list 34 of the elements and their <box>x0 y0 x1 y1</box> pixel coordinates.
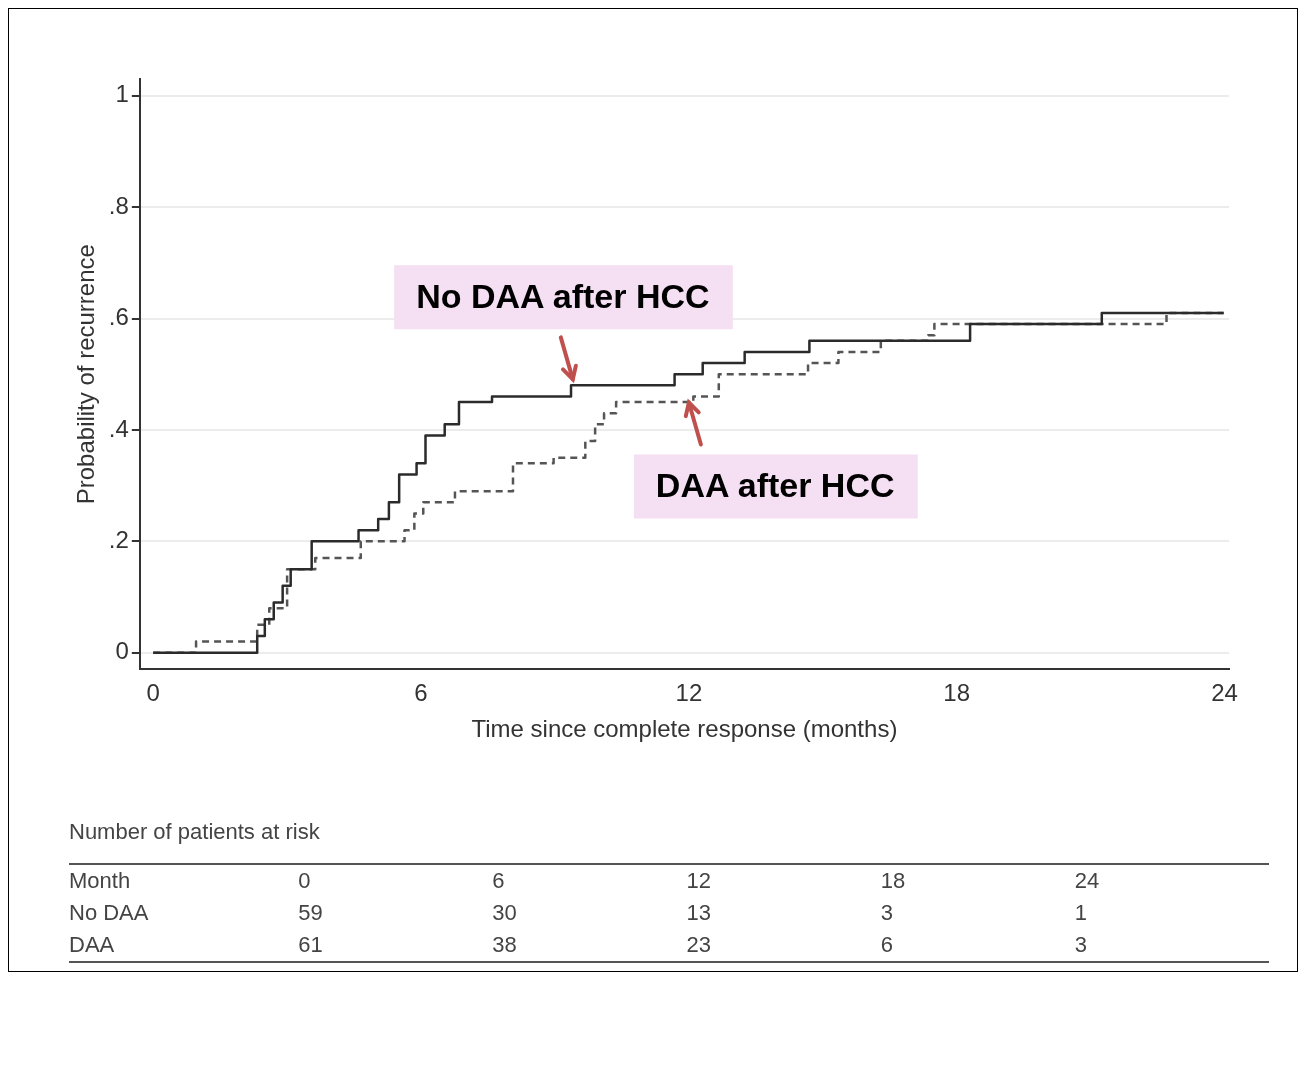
text: 3 <box>1074 931 1089 959</box>
y-tick-label: .4 <box>108 414 129 442</box>
x-tick-label: 24 <box>1211 679 1238 707</box>
text: 24 <box>1074 867 1101 895</box>
text: Month <box>69 867 132 895</box>
text: 3 <box>880 899 894 927</box>
text: 38 <box>492 931 518 959</box>
x-axis-title: Time since complete response (months) <box>471 715 898 743</box>
text: DAA <box>69 931 116 959</box>
annotation: No DAA after HCC <box>416 276 710 315</box>
x-tick-label: 12 <box>675 679 703 707</box>
y-tick-label: 1 <box>115 80 129 108</box>
text: 6 <box>880 931 894 959</box>
text: 0 <box>298 867 312 895</box>
text: 6 <box>492 867 506 895</box>
y-tick-label: .8 <box>108 191 129 219</box>
y-tick-label: 0 <box>115 637 129 665</box>
y-tick-label: .2 <box>108 525 129 553</box>
y-axis-title: Probability of recurrence <box>72 244 100 505</box>
x-tick-label: 6 <box>414 679 428 707</box>
text: Number of patients at risk <box>69 819 321 845</box>
text: 23 <box>686 931 712 959</box>
text: 13 <box>686 899 712 927</box>
text: 18 <box>880 867 907 895</box>
annotation: DAA after HCC <box>655 465 895 504</box>
x-tick-label: 18 <box>943 679 971 707</box>
text: 30 <box>492 899 518 927</box>
text: 61 <box>298 931 324 959</box>
text: 59 <box>298 899 324 927</box>
y-tick-label: .6 <box>108 303 129 331</box>
x-tick-label: 0 <box>146 679 160 707</box>
text: 1 <box>1074 899 1089 927</box>
text: No DAA <box>69 899 150 927</box>
text: 12 <box>686 867 712 895</box>
